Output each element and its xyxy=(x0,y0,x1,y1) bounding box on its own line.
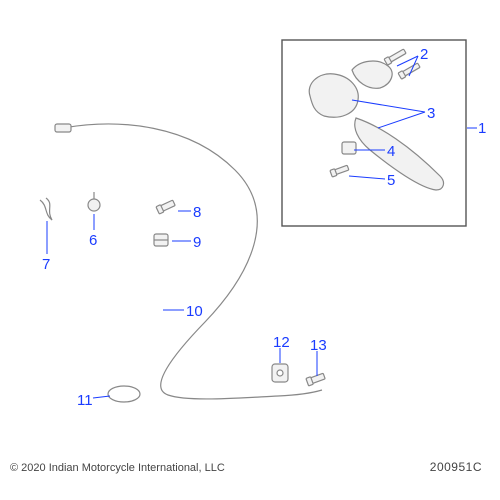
leader-lines xyxy=(47,56,477,398)
callout-9: 9 xyxy=(193,234,201,251)
callout-4: 4 xyxy=(387,143,395,160)
screw-5 xyxy=(330,164,349,177)
parts-group xyxy=(40,48,443,402)
callout-10: 10 xyxy=(186,303,203,320)
diagram-stage: 1 2 3 4 5 6 7 8 9 10 11 12 13 © 2020 Ind… xyxy=(0,0,500,500)
cable xyxy=(63,124,322,399)
diagram-svg xyxy=(0,0,500,500)
clip-6 xyxy=(88,199,100,211)
callout-12: 12 xyxy=(273,334,290,351)
callout-7: 7 xyxy=(42,256,50,273)
bolt-8 xyxy=(156,199,176,214)
bracket-12 xyxy=(272,364,288,382)
callout-2: 2 xyxy=(420,46,428,63)
callout-8: 8 xyxy=(193,204,201,221)
cable-end-fitting xyxy=(55,124,71,132)
callout-3: 3 xyxy=(427,105,435,122)
clamp-top xyxy=(352,61,392,88)
clamp-9 xyxy=(154,234,168,246)
lever-blade xyxy=(355,118,444,190)
drawing-number: 200951C xyxy=(430,460,482,474)
callout-1: 1 xyxy=(478,120,486,137)
switch-4 xyxy=(342,142,356,154)
bolt-13 xyxy=(306,372,326,386)
lever-assembly xyxy=(309,48,443,190)
callout-11: 11 xyxy=(77,392,93,409)
callout-5: 5 xyxy=(387,172,395,189)
spring-7 xyxy=(40,198,52,220)
callout-13: 13 xyxy=(310,337,327,354)
tie-11 xyxy=(108,386,140,402)
callout-6: 6 xyxy=(89,232,97,249)
perch-body xyxy=(309,74,358,117)
bolt-2b xyxy=(398,62,421,79)
copyright-text: © 2020 Indian Motorcycle International, … xyxy=(10,462,225,474)
